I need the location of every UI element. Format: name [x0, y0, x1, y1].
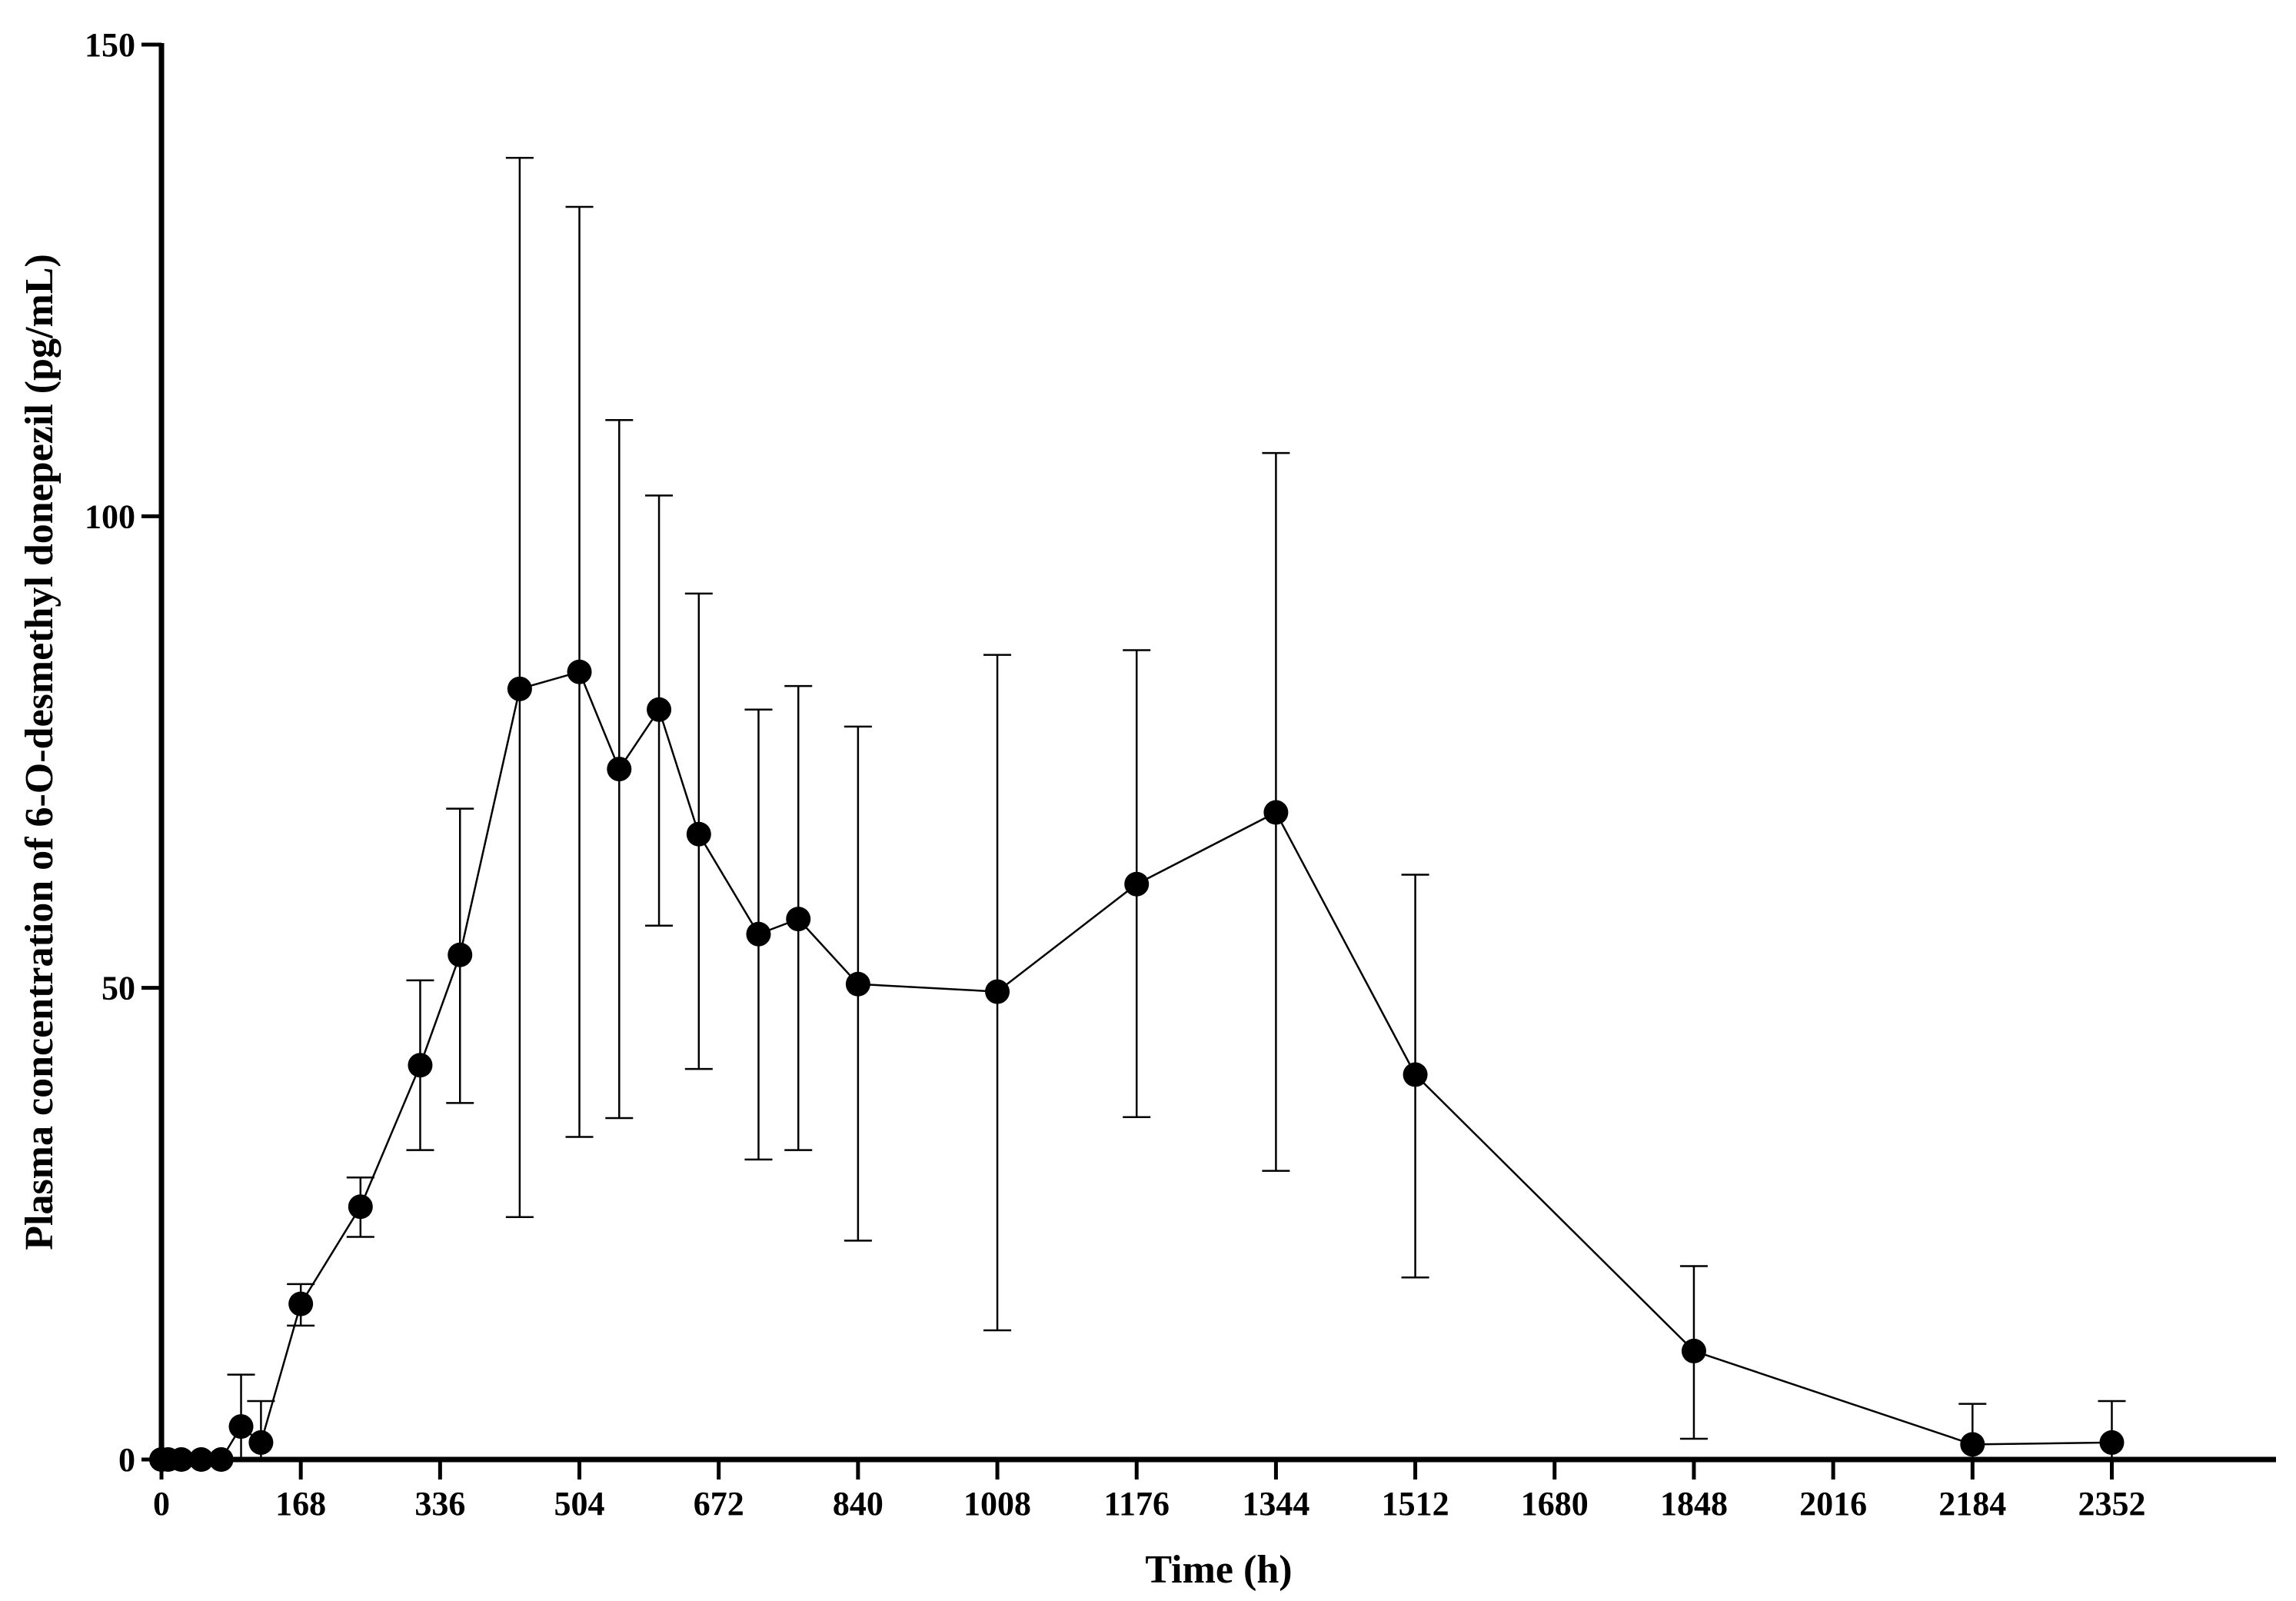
y-tick-label: 0	[118, 1441, 135, 1479]
x-tick-label: 1176	[1103, 1485, 1170, 1523]
data-point	[288, 1291, 314, 1316]
data-point	[1124, 871, 1150, 897]
data-point	[567, 659, 592, 684]
x-tick-label: 2016	[1799, 1485, 1867, 1523]
x-tick-label: 1008	[963, 1485, 1031, 1523]
data-point	[647, 697, 672, 722]
x-tick-label: 840	[833, 1485, 883, 1523]
data-point	[786, 907, 811, 932]
x-axis-ticks: 0 168 336 504 672 840 1008 1176 1344 1512 1680 1848…	[153, 1460, 2145, 1523]
x-tick-label: 1680	[1521, 1485, 1589, 1523]
data-point	[1403, 1062, 1428, 1087]
y-axis-ticks: 0 50 100 150	[85, 26, 161, 1479]
data-point	[1263, 800, 1289, 825]
x-tick-label: 2184	[1938, 1485, 2006, 1523]
data-point	[746, 921, 771, 947]
y-axis-title: Plasma concentration of 6-O-desmethyl do…	[18, 254, 62, 1250]
data-point	[507, 676, 532, 701]
data-point	[845, 971, 870, 997]
x-tick-label: 1344	[1242, 1485, 1309, 1523]
data-point	[1960, 1432, 1985, 1457]
x-tick-label: 336	[414, 1485, 465, 1523]
data-point	[2099, 1430, 2125, 1455]
y-tick-label: 100	[85, 498, 135, 535]
x-axis-title: Time (h)	[1145, 1548, 1292, 1592]
data-point	[985, 979, 1010, 1004]
data-point	[348, 1194, 373, 1220]
data-point	[607, 757, 632, 782]
data-point	[448, 942, 473, 967]
data-point	[686, 821, 711, 847]
data-point	[408, 1053, 433, 1078]
data-point	[1681, 1338, 1706, 1363]
axes	[158, 43, 2276, 1463]
x-tick-label: 1848	[1660, 1485, 1728, 1523]
x-tick-label: 1512	[1382, 1485, 1449, 1523]
data-point	[248, 1430, 274, 1455]
error-bars	[227, 156, 2126, 1460]
x-tick-label: 168	[275, 1485, 326, 1523]
x-tick-label: 2352	[2078, 1485, 2145, 1523]
y-tick-label: 150	[85, 26, 135, 64]
x-tick-label: 672	[694, 1485, 744, 1523]
data-point	[228, 1414, 254, 1440]
x-tick-label: 0	[153, 1485, 170, 1523]
y-tick-label: 50	[101, 970, 135, 1007]
x-tick-label: 504	[554, 1485, 605, 1523]
